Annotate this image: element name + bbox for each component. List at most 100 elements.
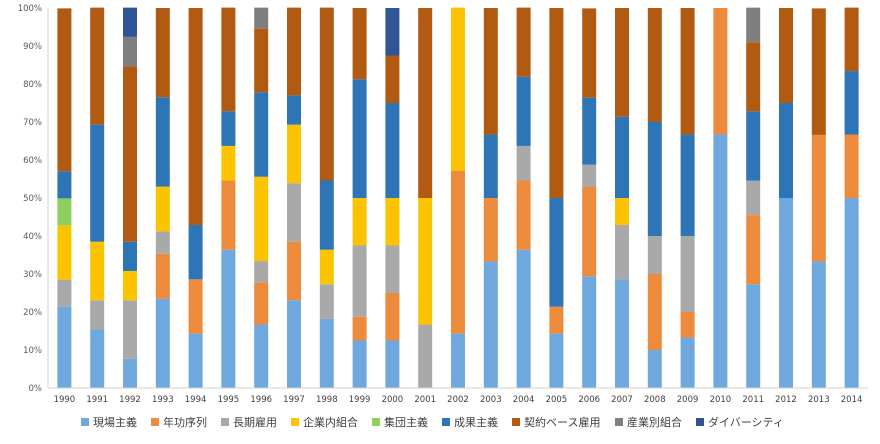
bar-segment	[451, 170, 465, 334]
bar-segment	[352, 198, 367, 246]
bar-segment	[90, 329, 105, 388]
legend-item: 集団主義	[372, 415, 428, 429]
bar-segment	[418, 8, 433, 198]
bar-segment	[549, 8, 564, 198]
x-tick-label: 1993	[152, 395, 174, 405]
y-axis: 0% 10% 20% 30% 40% 50% 60% 70% 80% 90% 100%	[18, 4, 49, 394]
legend-swatch	[512, 418, 520, 426]
legend-swatch	[221, 418, 229, 426]
bar-segment	[779, 103, 793, 198]
legend-swatch	[291, 418, 299, 426]
bar-segment	[680, 337, 695, 388]
legend-swatch	[151, 418, 159, 426]
bar-segment	[647, 274, 662, 350]
x-tick-label: 2008	[644, 395, 666, 405]
bar-segment	[57, 8, 72, 172]
bar-segment	[319, 180, 334, 250]
bar-segment	[516, 145, 531, 181]
bar-segment	[123, 241, 137, 271]
x-tick-label: 1996	[250, 395, 272, 405]
bar-segment	[90, 7, 105, 125]
bar-segment	[123, 300, 137, 359]
bar-segment	[319, 284, 334, 319]
x-tick-label: 2004	[513, 395, 535, 405]
x-tick-label: 2006	[578, 395, 600, 405]
y-tick-label: 0%	[29, 384, 43, 394]
bar-segment	[221, 7, 236, 112]
bar-segment	[254, 324, 269, 388]
bar-segment	[155, 97, 170, 187]
plot-area	[57, 7, 859, 388]
bar-segment	[844, 71, 859, 135]
bar-segment	[516, 7, 531, 77]
bar-segment	[287, 95, 301, 125]
bar-segment	[287, 7, 301, 96]
legend-label: 契約ベース雇用	[524, 415, 600, 429]
bar-segment	[352, 245, 367, 317]
bar-segment	[287, 183, 301, 242]
bar-segment	[155, 298, 170, 388]
bar-segment	[319, 318, 334, 388]
legend-label: 長期雇用	[233, 415, 277, 429]
x-tick-label: 1999	[349, 395, 371, 405]
bar-segment	[549, 306, 564, 334]
y-tick-label: 100%	[18, 4, 42, 14]
bar-segment	[221, 145, 236, 181]
bar-segment	[155, 186, 170, 232]
y-tick-label: 50%	[23, 194, 42, 204]
bar-segment	[516, 76, 531, 146]
bar-segment	[385, 8, 400, 56]
legend-label: 成果主義	[454, 415, 498, 429]
bar-segment	[352, 340, 367, 388]
bar-segment	[418, 198, 433, 325]
bar-segment	[779, 198, 793, 388]
bar-segment	[221, 180, 236, 250]
x-tick-label: 1995	[218, 395, 240, 405]
legend-item: 年功序列	[151, 415, 207, 429]
x-axis: 1990 1991 1992 1993 1994 1995 1996 1997 1998 1999…	[48, 387, 868, 405]
bar-segment	[254, 28, 269, 93]
legend-label: 集団主義	[384, 415, 428, 429]
y-tick-label: 80%	[23, 80, 42, 90]
y-tick-label: 70%	[23, 118, 42, 128]
x-tick-label: 2005	[546, 395, 568, 405]
bar-segment	[615, 198, 629, 225]
bar-segment	[647, 8, 662, 122]
bar-segment	[844, 7, 859, 72]
bar-segment	[385, 198, 400, 246]
bar-segment	[90, 124, 105, 242]
x-tick-label: 2009	[677, 395, 699, 405]
bar-segment	[155, 8, 170, 98]
bar-segment	[647, 236, 662, 274]
legend-label: 産業別組合	[627, 415, 682, 429]
bar-segment	[549, 333, 564, 388]
bar-segment	[483, 261, 498, 388]
bar-segment	[746, 111, 761, 181]
bar-segment	[254, 282, 269, 325]
bar-segment	[123, 7, 137, 37]
legend-label: ダイバーシティ	[708, 415, 784, 429]
bar-segment	[516, 249, 531, 388]
legend-label: 現場主義	[93, 415, 137, 429]
y-tick-label: 40%	[23, 232, 42, 242]
y-tick-label: 30%	[23, 270, 42, 280]
bar-segment	[287, 300, 301, 388]
legend-item: 成果主義	[442, 415, 498, 429]
bar-segment	[287, 241, 301, 301]
bar-segment	[90, 300, 105, 330]
bar-segment	[319, 249, 334, 285]
bar-segment	[188, 224, 203, 280]
bar-segment	[647, 350, 662, 388]
legend-label: 企業内組合	[303, 415, 358, 429]
bar-segment	[57, 225, 72, 280]
bar-segment	[57, 306, 72, 388]
bar-segment	[582, 8, 597, 98]
x-tick-label: 2014	[841, 395, 863, 405]
y-tick-label: 10%	[23, 346, 42, 356]
bar-segment	[385, 340, 400, 388]
legend-item: 企業内組合	[291, 415, 358, 429]
bar-segment	[188, 333, 203, 388]
bar-segment	[746, 215, 761, 285]
